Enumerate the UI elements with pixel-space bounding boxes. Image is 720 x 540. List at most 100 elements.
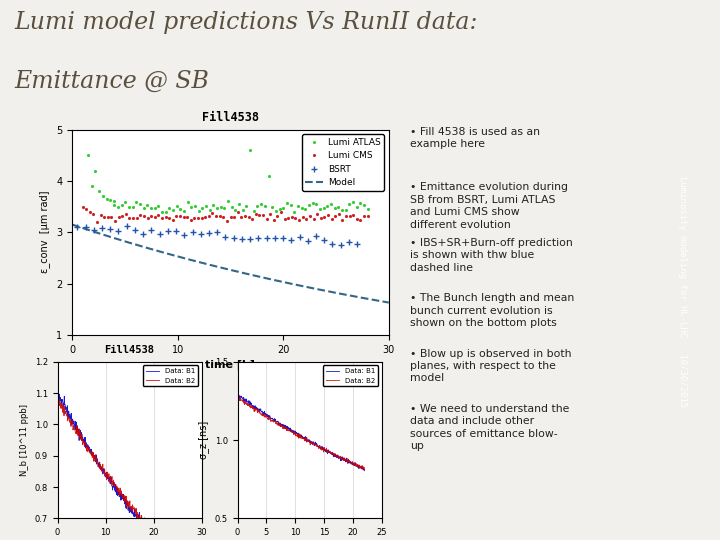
Data: B2: (22, 0.805): B2: (22, 0.805) [360,468,369,474]
Line: Data: B2: Data: B2 [238,397,364,471]
Y-axis label: σ_z [ns]: σ_z [ns] [198,421,210,459]
BSRT [81,224,90,231]
Data: B1: (15.7, 0.714): B1: (15.7, 0.714) [129,511,138,517]
Lumi ATLAS [102,195,111,202]
BSRT [287,237,296,243]
X-axis label: time [h]: time [h] [205,360,256,370]
Lumi ATLAS [128,204,137,211]
Line: BSRT: BSRT [74,223,361,248]
Data: B2: (13.9, 0.75): B2: (13.9, 0.75) [120,500,129,506]
Data: B1: (18, 0.869): B1: (18, 0.869) [337,457,346,464]
Lumi CMS [93,219,102,225]
BSRT [279,234,287,241]
BSRT [254,235,263,241]
Data: B1: (17.3, 0.677): B1: (17.3, 0.677) [136,522,145,529]
BSRT [238,235,246,242]
BSRT [230,235,238,241]
Lumi ATLAS [205,207,214,213]
Text: • Fill 4538 is used as an
example here: • Fill 4538 is used as an example here [410,127,541,150]
Data: B2: (0, 1.28): B2: (0, 1.28) [233,394,242,400]
Text: Emittance @ SB: Emittance @ SB [14,70,210,93]
BSRT [353,241,361,247]
Text: • Emittance evolution during
SB from BSRT, Lumi ATLAS
and Lumi CMS show
differen: • Emittance evolution during SB from BSR… [410,183,568,230]
BSRT [204,230,213,237]
Text: • We need to understand the
data and include other
sources of emittance blow-
up: • We need to understand the data and inc… [410,404,570,451]
Data: B2: (0, 1.09): B2: (0, 1.09) [53,394,62,401]
Model [81,226,89,232]
Data: B2: (21.5, 0.825): B2: (21.5, 0.825) [357,464,366,471]
BSRT [197,231,205,237]
BSRT [336,242,345,248]
Data: B1: (13.9, 0.766): B1: (13.9, 0.766) [120,495,129,501]
Data: B2: (10.4, 1.02): B2: (10.4, 1.02) [294,433,302,440]
BSRT [262,234,271,241]
BSRT [328,241,337,247]
Model [369,296,377,303]
Lumi ATLAS [290,209,299,215]
BSRT [130,226,139,233]
BSRT [295,234,304,241]
Data: B2: (18, 0.892): B2: (18, 0.892) [337,454,346,460]
BSRT [320,237,328,244]
Lumi ATLAS [176,206,184,213]
Data: B1: (22, 0.806): B1: (22, 0.806) [360,467,369,474]
BSRT [180,232,189,239]
Data: B1: (0, 1.11): B1: (0, 1.11) [53,388,62,395]
BSRT [188,229,197,235]
Lumi ATLAS [246,147,254,153]
BSRT [246,236,254,242]
Lumi CMS [78,204,87,210]
Lumi CMS [335,211,343,218]
Line: Data: B1: Data: B1 [58,392,197,540]
Line: Model: Model [72,225,389,302]
Legend: Data: B1, Data: B2: Data: B1, Data: B2 [323,365,378,386]
BSRT [139,231,148,237]
Y-axis label: N_b [10^11 ppb]: N_b [10^11 ppb] [20,404,29,476]
Lumi ATLAS [158,209,166,215]
Lumi CMS [266,211,274,217]
Text: • IBS+SR+Burn-off prediction
is shown with thw blue
dashed line: • IBS+SR+Burn-off prediction is shown wi… [410,238,573,273]
BSRT [303,238,312,245]
BSRT [147,227,156,234]
Model [87,227,96,234]
BSRT [73,224,81,230]
BSRT [172,227,181,234]
BSRT [89,226,98,233]
Model [127,240,135,246]
Lumi ATLAS [228,204,236,210]
Data: B2: (10.6, 1.02): B2: (10.6, 1.02) [294,434,303,440]
Model [357,294,366,301]
Title: Fill4538: Fill4538 [202,111,259,124]
Data: B1: (11.9, 0.994): B1: (11.9, 0.994) [302,438,310,444]
Data: B2: (15.7, 0.738): B2: (15.7, 0.738) [129,503,138,510]
Data: B2: (13.1, 0.974): B2: (13.1, 0.974) [309,441,318,448]
Data: B2: (13.8, 0.766): B2: (13.8, 0.766) [120,494,128,501]
Text: Lumi model predictions Vs RunII data:: Lumi model predictions Vs RunII data: [14,11,478,34]
Y-axis label: ε_conv  [μm rad]: ε_conv [μm rad] [40,191,50,273]
Lumi ATLAS [364,205,372,212]
Lumi CMS [251,211,260,218]
Data: B1: (10.6, 1.02): B1: (10.6, 1.02) [294,434,303,440]
Line: Lumi ATLAS: Lumi ATLAS [86,148,369,214]
Lumi ATLAS [84,152,92,159]
Data: B1: (0, 1.3): B1: (0, 1.3) [233,390,242,397]
Line: Lumi CMS: Lumi CMS [81,205,369,224]
BSRT [221,233,230,240]
Legend: Lumi ATLAS, Lumi CMS, BSRT, Model: Lumi ATLAS, Lumi CMS, BSRT, Model [302,134,384,191]
BSRT [156,231,164,238]
Legend: Data: B1, Data: B2: Data: B1, Data: B2 [143,365,198,386]
Text: • Blow up is observed in both
planes, with respect to the
model: • Blow up is observed in both planes, wi… [410,349,572,383]
Model [152,247,161,254]
BSRT [163,228,172,234]
BSRT [122,223,131,230]
BSRT [213,228,222,235]
Data: B1: (21.5, 0.819): B1: (21.5, 0.819) [357,465,366,471]
Lumi CMS [208,210,217,216]
BSRT [114,228,122,234]
BSRT [106,226,114,232]
Data: B1: (10.4, 1.03): B1: (10.4, 1.03) [294,431,302,438]
BSRT [98,225,107,232]
Model [384,299,393,306]
Data: B2: (17.3, 0.694): B2: (17.3, 0.694) [136,517,145,524]
Data: B1: (13.8, 0.756): B1: (13.8, 0.756) [120,497,128,504]
